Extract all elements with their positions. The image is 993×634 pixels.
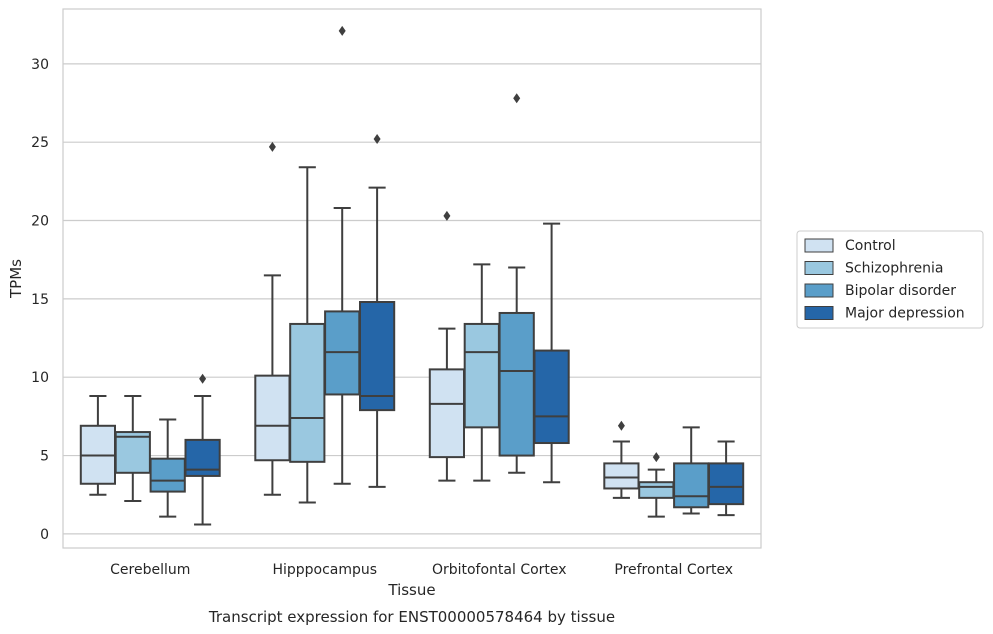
iqr-box bbox=[289, 322, 326, 463]
box-bipolar-disorder bbox=[673, 426, 710, 515]
legend: Control Schizophrenia Bipolar disorder Majo… bbox=[796, 230, 984, 329]
x-tick-label: Hipppocampus bbox=[272, 562, 377, 578]
box-schizophrenia bbox=[114, 395, 151, 502]
legend-label: Bipolar disorder bbox=[845, 283, 956, 299]
plot-frame bbox=[62, 8, 762, 549]
iqr-box bbox=[707, 462, 745, 506]
legend-label: Schizophrenia bbox=[845, 261, 943, 277]
iqr-box bbox=[498, 311, 535, 457]
legend-swatch bbox=[804, 261, 834, 275]
box-control bbox=[79, 395, 117, 496]
legend-swatch bbox=[804, 283, 834, 298]
y-tick-label: 30 bbox=[31, 57, 49, 73]
iqr-box bbox=[114, 431, 151, 474]
x-tick-labels: Cerebellum Hipppocampus Orbitofontal Corte… bbox=[110, 562, 733, 578]
y-tick-label: 20 bbox=[31, 214, 49, 230]
outlier-point bbox=[373, 134, 381, 145]
box-major-depression bbox=[358, 134, 396, 488]
y-tick-label: 5 bbox=[40, 449, 49, 465]
x-axis-label: Tissue bbox=[387, 581, 435, 599]
y-tick-labels: 0 5 10 15 20 25 30 bbox=[31, 57, 49, 543]
chart-caption: Transcript expression for ENST0000057846… bbox=[208, 608, 615, 626]
x-tick-label: Orbitofontal Cortex bbox=[432, 562, 567, 578]
iqr-box bbox=[638, 481, 675, 499]
y-gridlines bbox=[63, 63, 761, 535]
box-groups bbox=[79, 25, 745, 526]
legend-swatch bbox=[804, 306, 834, 320]
outlier-point bbox=[268, 141, 276, 152]
legend-item: Control bbox=[804, 238, 896, 254]
box-schizophrenia bbox=[463, 263, 500, 482]
y-tick-label: 15 bbox=[31, 292, 49, 308]
iqr-box bbox=[358, 301, 396, 412]
outlier-point bbox=[199, 373, 207, 384]
box-control bbox=[603, 420, 640, 499]
legend-label: Control bbox=[845, 238, 896, 254]
iqr-box bbox=[603, 462, 640, 490]
y-tick-label: 25 bbox=[31, 135, 49, 151]
box-major-depression bbox=[184, 373, 221, 526]
outlier-point bbox=[652, 452, 660, 463]
iqr-box bbox=[673, 462, 710, 509]
box-schizophrenia bbox=[289, 166, 326, 504]
box-schizophrenia bbox=[638, 452, 675, 518]
x-tick-label: Cerebellum bbox=[110, 562, 190, 578]
outlier-point bbox=[513, 93, 521, 104]
box-bipolar-disorder bbox=[324, 25, 361, 485]
legend-item: Major depression bbox=[804, 306, 965, 322]
iqr-box bbox=[428, 368, 466, 459]
box-major-depression bbox=[533, 222, 570, 484]
outlier-point bbox=[443, 210, 451, 221]
box-control bbox=[428, 210, 466, 482]
legend-swatch bbox=[804, 238, 834, 253]
iqr-box bbox=[254, 374, 291, 462]
box-major-depression bbox=[707, 440, 745, 517]
outlier-point bbox=[338, 25, 346, 36]
box-control bbox=[254, 141, 291, 496]
legend-label: Major depression bbox=[845, 306, 965, 322]
box-bipolar-disorder bbox=[498, 93, 535, 474]
iqr-box bbox=[149, 457, 186, 493]
legend-item: Schizophrenia bbox=[804, 261, 943, 277]
legend-frame bbox=[796, 230, 984, 329]
outlier-point bbox=[617, 420, 625, 431]
x-tick-label: Prefrontal Cortex bbox=[614, 562, 733, 578]
legend-item: Bipolar disorder bbox=[804, 283, 956, 299]
y-tick-label: 10 bbox=[31, 370, 49, 386]
y-axis-label: TPMs bbox=[7, 259, 25, 299]
box-bipolar-disorder bbox=[149, 418, 186, 518]
y-tick-label: 0 bbox=[40, 527, 49, 543]
iqr-box bbox=[533, 349, 570, 445]
iqr-box bbox=[463, 322, 500, 429]
